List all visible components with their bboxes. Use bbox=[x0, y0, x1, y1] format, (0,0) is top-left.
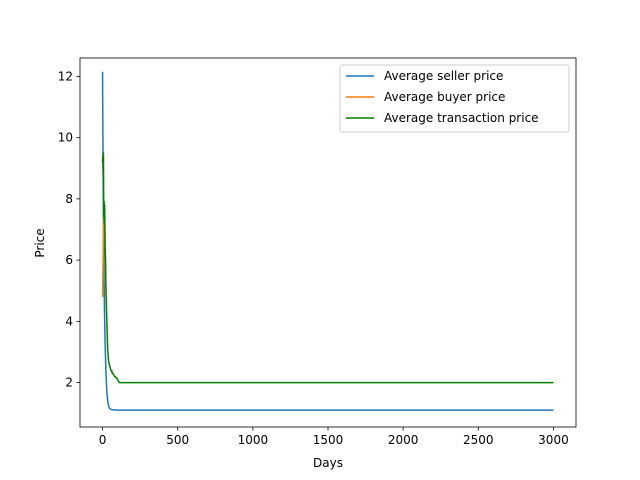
x-axis-label: Days bbox=[313, 456, 343, 470]
x-tick-label: 3000 bbox=[538, 433, 569, 447]
y-tick-label: 12 bbox=[58, 69, 73, 83]
x-tick-label: 1000 bbox=[238, 433, 269, 447]
y-axis-label: Price bbox=[33, 228, 47, 257]
x-tick-label: 500 bbox=[166, 433, 189, 447]
x-tick-label: 2000 bbox=[388, 433, 419, 447]
series-layer bbox=[101, 71, 554, 411]
y-tick-label: 8 bbox=[65, 192, 73, 206]
y-tick-label: 10 bbox=[58, 131, 73, 145]
x-tick-label: 0 bbox=[99, 433, 107, 447]
y-tick-label: 4 bbox=[65, 314, 73, 328]
legend-label-transaction: Average transaction price bbox=[384, 111, 539, 125]
legend-label-seller: Average seller price bbox=[384, 69, 503, 83]
y-tick-label: 2 bbox=[65, 376, 73, 390]
x-axis: 0 500 1000 1500 2000 2500 3000 bbox=[99, 427, 569, 447]
legend: Average seller price Average buyer price… bbox=[339, 64, 570, 133]
series-line-transaction bbox=[101, 152, 554, 384]
legend-box bbox=[339, 64, 570, 133]
x-tick-label: 1500 bbox=[313, 433, 344, 447]
series-line-seller bbox=[101, 71, 554, 411]
y-axis: 2 4 6 8 10 12 bbox=[58, 69, 80, 390]
x-tick-label: 2500 bbox=[463, 433, 494, 447]
y-tick-label: 6 bbox=[65, 253, 73, 267]
legend-label-buyer: Average buyer price bbox=[384, 90, 505, 104]
